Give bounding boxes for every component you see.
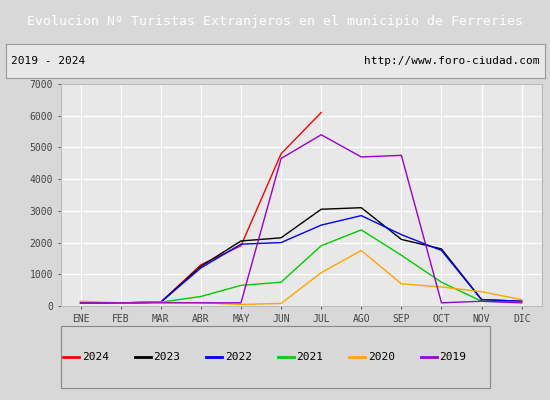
Text: 2019 - 2024: 2019 - 2024 <box>11 56 85 66</box>
Text: 2022: 2022 <box>225 352 252 362</box>
Text: 2021: 2021 <box>296 352 323 362</box>
Text: 2023: 2023 <box>153 352 180 362</box>
Text: 2020: 2020 <box>368 352 395 362</box>
Text: Evolucion Nº Turistas Extranjeros en el municipio de Ferreries: Evolucion Nº Turistas Extranjeros en el … <box>27 14 523 28</box>
Text: 2019: 2019 <box>439 352 466 362</box>
Text: http://www.foro-ciudad.com: http://www.foro-ciudad.com <box>364 56 539 66</box>
Text: 2024: 2024 <box>82 352 109 362</box>
